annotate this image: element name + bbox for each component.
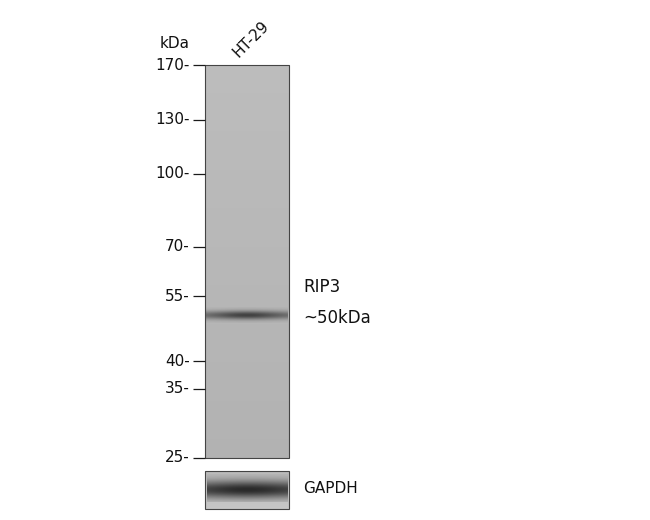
Text: 25-: 25-	[165, 450, 190, 465]
Bar	[205, 471, 289, 509]
Text: 40-: 40-	[165, 354, 190, 369]
Text: 35-: 35-	[165, 381, 190, 396]
Text: HT-29: HT-29	[230, 18, 272, 60]
Text: 55-: 55-	[165, 289, 190, 304]
Text: ~50kDa: ~50kDa	[304, 309, 371, 327]
Text: 130-: 130-	[155, 112, 190, 127]
Text: 100-: 100-	[155, 166, 190, 181]
Text: RIP3: RIP3	[304, 278, 341, 296]
Text: kDa: kDa	[160, 36, 190, 50]
Text: 70-: 70-	[165, 239, 190, 254]
Text: GAPDH: GAPDH	[304, 481, 358, 496]
Bar	[205, 65, 289, 458]
Text: 170-: 170-	[155, 58, 190, 72]
